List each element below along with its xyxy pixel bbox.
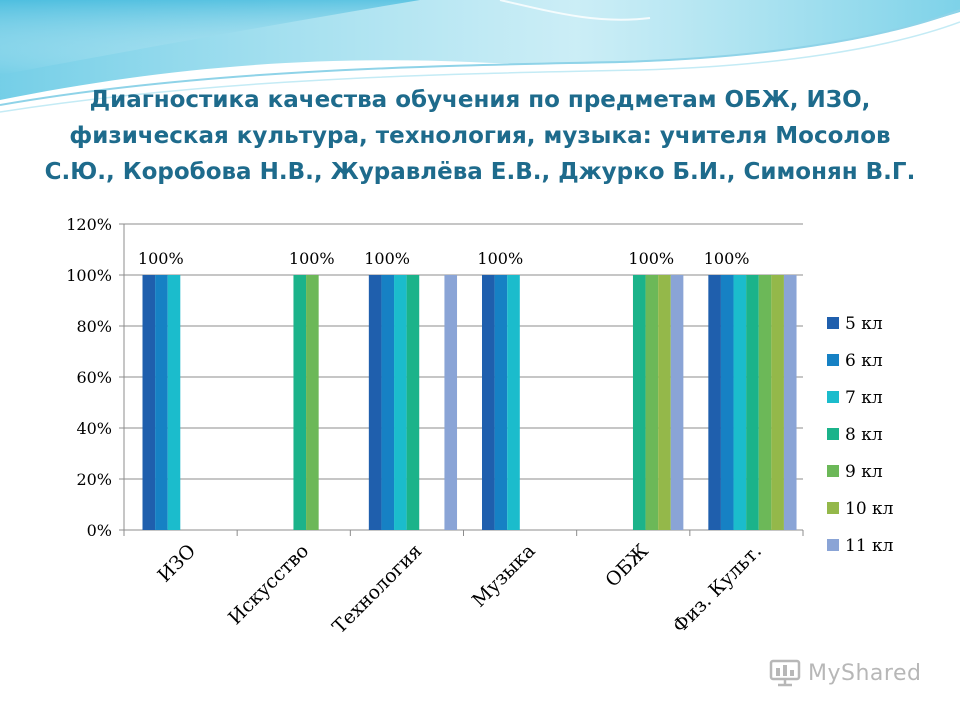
- bar: [444, 275, 458, 530]
- bar: [155, 275, 168, 530]
- bar: [720, 275, 734, 530]
- x-category-label: Музыка: [468, 540, 540, 612]
- legend-label: 7 кл: [845, 388, 883, 408]
- x-category-label: Технология: [328, 540, 426, 638]
- x-category-label: Физ. Культ.: [669, 540, 766, 637]
- legend-swatch: [827, 465, 839, 477]
- bar: [368, 275, 382, 530]
- legend-label: 11 кл: [845, 536, 894, 556]
- legend-label: 10 кл: [845, 499, 894, 519]
- bar: [670, 275, 684, 530]
- bar: [645, 275, 659, 530]
- y-tick-label: 60%: [76, 368, 112, 387]
- legend-swatch: [827, 539, 839, 551]
- data-label: 100%: [138, 249, 184, 268]
- y-tick-label: 120%: [66, 215, 112, 234]
- data-label: 100%: [704, 249, 750, 268]
- legend-label: 8 кл: [845, 425, 883, 445]
- bar: [494, 275, 508, 530]
- y-tick-label: 0%: [87, 521, 112, 540]
- bar: [507, 275, 520, 530]
- bar: [381, 275, 395, 530]
- header-wave-decoration: [0, 0, 960, 113]
- bar: [658, 275, 671, 530]
- legend-swatch: [827, 428, 839, 440]
- legend-label: 9 кл: [845, 462, 883, 482]
- bar: [306, 275, 319, 530]
- legend-label: 6 кл: [845, 351, 883, 371]
- watermark-logo: MyShared: [768, 656, 921, 690]
- bar: [771, 275, 784, 530]
- legend-label: 5 кл: [845, 314, 883, 334]
- bar: [482, 275, 495, 530]
- watermark-text: MyShared: [808, 660, 922, 686]
- x-category-label: ИЗО: [153, 540, 200, 587]
- legend-swatch: [827, 391, 839, 403]
- bar: [758, 275, 772, 530]
- bar: [708, 275, 721, 530]
- bar: [733, 275, 747, 530]
- data-label: 100%: [289, 249, 335, 268]
- presentation-icon: [769, 659, 801, 687]
- bar: [142, 275, 156, 530]
- y-tick-label: 20%: [76, 470, 112, 489]
- data-label: 100%: [628, 249, 674, 268]
- legend-swatch: [827, 317, 839, 329]
- slide-title: Диагностика качества обучения по предмет…: [44, 87, 916, 185]
- x-category-label: Искусство: [224, 540, 313, 629]
- bar: [783, 275, 797, 530]
- bar: [167, 275, 181, 530]
- bar: [293, 275, 307, 530]
- y-tick-label: 80%: [76, 317, 112, 336]
- bar: [746, 275, 759, 530]
- bar: [406, 275, 420, 530]
- y-tick-label: 100%: [66, 266, 112, 285]
- bar: [632, 275, 646, 530]
- legend-swatch: [827, 354, 839, 366]
- data-label: 100%: [477, 249, 523, 268]
- y-tick-label: 40%: [76, 419, 112, 438]
- data-label: 100%: [364, 249, 410, 268]
- legend-swatch: [827, 502, 839, 514]
- x-category-label: ОБЖ: [601, 540, 653, 592]
- bar: [394, 275, 407, 530]
